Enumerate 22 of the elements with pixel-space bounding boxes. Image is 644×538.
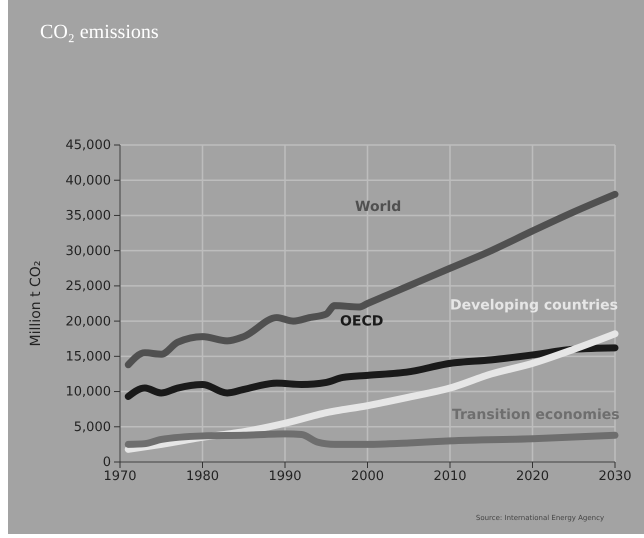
- x-tick-label: 1980: [186, 469, 220, 484]
- x-tick-label: 2000: [350, 469, 384, 484]
- chart-title: CO₂ emissions: [40, 21, 159, 43]
- series-label: Developing countries: [450, 297, 618, 314]
- y-axis-title: Million t CO₂: [28, 260, 44, 346]
- x-tick-label: 1990: [268, 469, 302, 484]
- y-tick-label: 45,000: [66, 138, 111, 154]
- x-tick-label: 2030: [598, 469, 632, 484]
- y-tick-label: 5,000: [74, 420, 111, 435]
- y-tick-label: 20,000: [66, 314, 111, 330]
- text: OECD: [340, 313, 384, 330]
- y-tick-label: 10,000: [66, 384, 111, 400]
- y-tick-label: 25,000: [66, 279, 111, 294]
- y-tick-label: 0: [102, 455, 111, 470]
- x-tick-label: 1970: [103, 469, 137, 484]
- y-tick-label: 30,000: [66, 244, 111, 259]
- y-tick-label: 15,000: [66, 349, 111, 364]
- text: World: [355, 198, 402, 215]
- y-tick-label: 35,000: [66, 208, 111, 224]
- y-tick-label: 40,000: [66, 173, 111, 188]
- x-tick-label: 2010: [433, 469, 467, 484]
- x-tick-label: 2020: [516, 469, 550, 484]
